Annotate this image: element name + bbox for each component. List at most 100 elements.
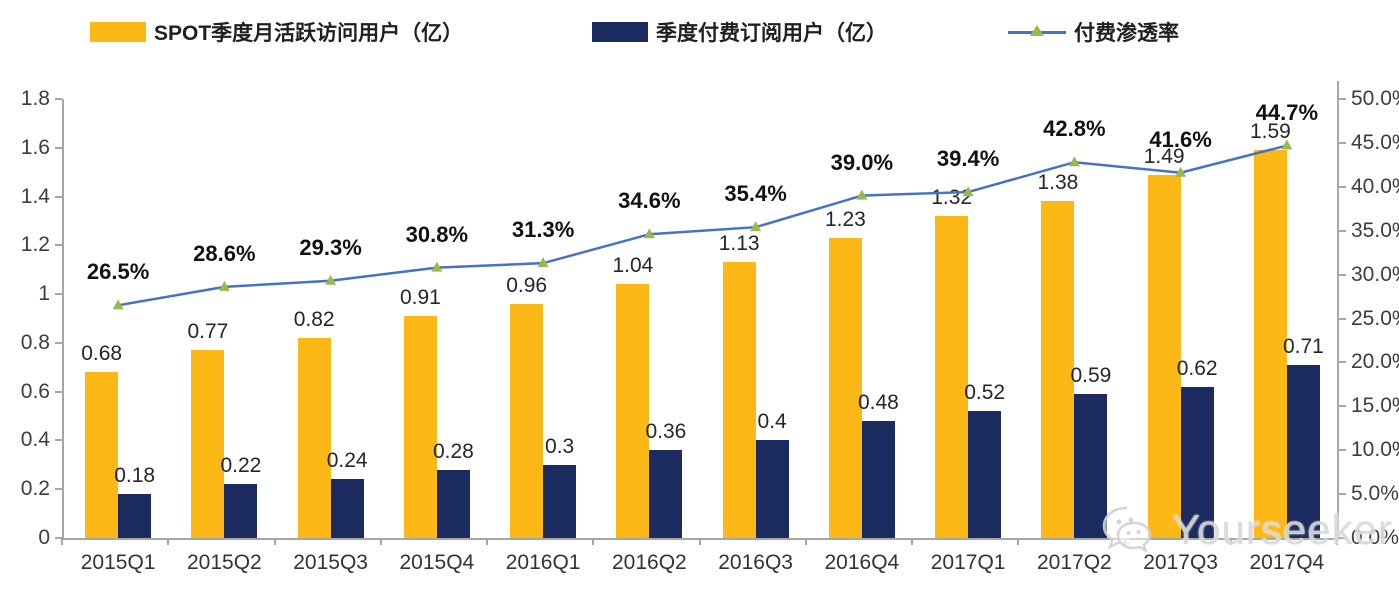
- mau-value-label: 0.68: [81, 342, 123, 366]
- subs-legend-swatch: [592, 22, 648, 42]
- mau-bar: [616, 284, 650, 538]
- subs-bar: [330, 479, 364, 538]
- mau-bar: [828, 238, 862, 538]
- x-axis-tick: [486, 538, 488, 545]
- mau-legend-label: SPOT季度月活跃访问用户（亿）: [154, 22, 464, 45]
- x-axis-tick: [167, 538, 170, 545]
- x-axis-tick: [698, 538, 701, 545]
- x-axis-label: 2017Q2: [1037, 551, 1112, 574]
- right-axis-tick: [1339, 273, 1346, 276]
- x-axis-line: [62, 538, 1339, 540]
- mau-bar: [191, 350, 225, 538]
- subs-bar: [755, 440, 789, 538]
- legend-item-subs: 季度付费订阅用户（亿）: [592, 18, 887, 46]
- x-axis-tick: [61, 538, 63, 545]
- left-axis-tick-label: 1.2: [20, 233, 50, 257]
- x-axis-tick: [592, 538, 595, 545]
- right-axis-tick-label: 45.0%: [1351, 130, 1399, 154]
- mau-value-label: 1.04: [612, 254, 654, 278]
- right-axis-tick-label: 25.0%: [1351, 306, 1399, 330]
- penetration-value-label: 26.5%: [86, 259, 150, 285]
- subs-bar: [1074, 394, 1108, 538]
- right-axis-tick-label: 35.0%: [1351, 218, 1399, 242]
- left-axis-tick-label: 0.8: [20, 330, 50, 354]
- penetration-value-label: 35.4%: [724, 181, 787, 207]
- mau-bar: [403, 316, 437, 538]
- subs-value-label: 0.28: [432, 439, 474, 463]
- watermark-text: Yourseeker: [1172, 506, 1393, 553]
- mau-value-label: 0.82: [293, 308, 335, 331]
- right-axis-tick: [1339, 229, 1346, 232]
- subs-bar: [649, 450, 683, 538]
- left-axis-tick-label: 1: [38, 282, 50, 306]
- right-axis-tick-label: 0.0%: [1351, 526, 1399, 549]
- penetration-value-label: 39.4%: [936, 146, 1000, 172]
- x-axis-tick: [379, 538, 382, 545]
- left-axis-tick: [55, 244, 62, 247]
- left-axis-tick-label: 0.4: [20, 428, 50, 452]
- left-axis-tick-label: 0.6: [20, 379, 50, 403]
- x-axis-label: 2015Q2: [187, 551, 262, 574]
- mau-value-label: 1.38: [1037, 171, 1079, 195]
- left-axis-tick: [55, 488, 62, 491]
- x-axis-tick: [273, 538, 276, 545]
- left-axis-tick: [55, 98, 62, 100]
- left-axis-tick: [55, 341, 62, 344]
- line-marker-triangle-icon: [325, 274, 337, 285]
- x-axis-label: 2016Q4: [824, 551, 900, 574]
- right-axis-tick: [1339, 405, 1346, 408]
- mau-legend-swatch: [90, 22, 146, 42]
- subs-bar: [968, 411, 1002, 538]
- left-axis-tick-label: 0.2: [20, 477, 50, 501]
- subs-bar: [861, 420, 895, 538]
- left-axis-tick-label: 1.8: [20, 87, 50, 110]
- right-axis-tick: [1339, 493, 1346, 496]
- line-marker-triangle-icon: [856, 189, 868, 200]
- left-axis-tick: [55, 390, 62, 393]
- subs-bar: [118, 494, 152, 538]
- subs-value-label: 0.59: [1070, 364, 1112, 388]
- x-axis-tick: [1017, 538, 1020, 545]
- left-axis-tick: [55, 195, 62, 198]
- right-axis-tick-label: 15.0%: [1351, 394, 1399, 418]
- subs-value-label: 0.48: [857, 390, 899, 414]
- mau-value-label: 0.91: [399, 286, 441, 310]
- watermark: Yourseeker: [1100, 505, 1393, 555]
- right-axis-line: [1337, 81, 1339, 538]
- penetration-value-label: 30.8%: [405, 221, 469, 247]
- subs-value-label: 0.4: [757, 410, 787, 434]
- x-axis-label: 2017Q4: [1249, 551, 1325, 574]
- x-axis-tick: [804, 538, 807, 545]
- line-marker-triangle-icon: [537, 257, 549, 268]
- mau-value-label: 1.59: [1249, 120, 1291, 144]
- right-axis-tick-label: 30.0%: [1351, 262, 1399, 286]
- penetration-value-label: 29.3%: [299, 234, 362, 260]
- subs-legend-label: 季度付费订阅用户（亿）: [656, 22, 887, 45]
- left-axis-tick: [55, 146, 62, 149]
- left-axis-tick: [55, 293, 62, 296]
- mau-value-label: 0.77: [187, 320, 229, 344]
- x-axis-label: 2016Q3: [718, 551, 793, 574]
- x-axis-label: 2015Q4: [399, 551, 475, 574]
- x-axis-label: 2016Q2: [612, 551, 687, 574]
- x-axis-label: 2015Q3: [293, 551, 368, 574]
- subs-bar: [1286, 364, 1320, 538]
- x-axis-label: 2017Q1: [930, 551, 1006, 574]
- subs-value-label: 0.24: [326, 449, 368, 473]
- right-axis-tick: [1339, 361, 1346, 364]
- mau-bar: [722, 262, 756, 538]
- penetration-legend-label: 付费渗透率: [1074, 22, 1179, 45]
- line-marker-triangle-icon: [431, 261, 443, 272]
- subs-bar: [1180, 386, 1214, 538]
- x-axis-tick: [911, 538, 913, 545]
- subs-value-label: 0.62: [1176, 356, 1218, 380]
- line-marker-triangle-icon: [750, 221, 762, 232]
- left-axis-tick-label: 1.6: [20, 135, 50, 159]
- penetration-legend-marker: [1008, 22, 1066, 42]
- wechat-icon: [1102, 506, 1152, 553]
- penetration-value-label: 31.3%: [511, 217, 575, 243]
- right-axis-tick-label: 10.0%: [1351, 438, 1399, 462]
- right-axis-tick-label: 5.0%: [1351, 482, 1399, 506]
- right-axis-tick: [1339, 537, 1346, 539]
- line-marker-triangle-icon: [643, 228, 655, 239]
